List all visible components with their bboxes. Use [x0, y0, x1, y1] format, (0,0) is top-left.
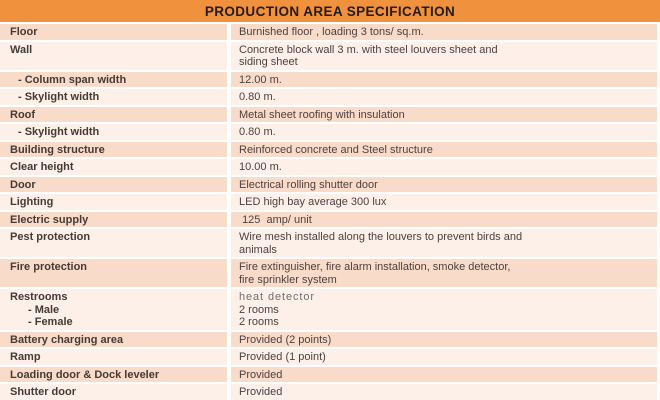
- table-row: Wall Concrete block wall 3 m. with steel…: [0, 41, 660, 70]
- spec-value: 125 amp/ unit: [231, 211, 657, 227]
- spec-label: - Skylight width: [0, 124, 227, 140]
- spec-table: Floor Burnished floor , loading 3 tons/ …: [0, 24, 660, 400]
- table-row: Roof Metal sheet roofing with insulation: [0, 106, 660, 122]
- spec-value: 12.00 m.: [231, 71, 657, 87]
- table-row: Battery charging area Provided (2 points…: [0, 331, 660, 347]
- text-line: siding sheet: [239, 56, 298, 68]
- spec-value: 0.80 m.: [231, 89, 657, 105]
- spec-value: Fire extinguisher, fire alarm installati…: [231, 259, 657, 287]
- table-row: Shutter door Provided: [0, 384, 660, 400]
- spec-value: 10.00 m.: [231, 159, 657, 175]
- spec-label: Battery charging area: [0, 331, 227, 347]
- spec-label: Ramp: [0, 349, 227, 365]
- table-row: - Skylight width 0.80 m.: [0, 124, 660, 140]
- table-row: Electric supply 125 amp/ unit: [0, 211, 660, 227]
- spec-label: Fire protection: [0, 259, 227, 287]
- text-line: 2 rooms: [239, 303, 279, 316]
- spec-label: Door: [0, 176, 227, 192]
- text-line: fire sprinkler system: [239, 273, 337, 286]
- table-row: Loading door & Dock leveler Provided: [0, 366, 660, 382]
- spec-label: Shutter door: [0, 384, 227, 400]
- text-line: - Male: [28, 303, 60, 316]
- text-line: Wire mesh installed along the louvers to…: [239, 231, 523, 243]
- spec-value: Burnished floor , loading 3 tons/ sq.m.: [231, 24, 657, 40]
- spec-label: - Skylight width: [0, 89, 227, 105]
- spec-label: Loading door & Dock leveler: [0, 366, 227, 382]
- text-line: Fire extinguisher, fire alarm installati…: [239, 261, 511, 273]
- table-row: Restrooms - Male - Female heat detector 2 r…: [0, 289, 660, 330]
- table-row: Pest protection Wire mesh installed alon…: [0, 229, 660, 257]
- spec-value: LED high bay average 300 lux: [231, 194, 657, 210]
- spec-value: 0.80 m.: [231, 124, 657, 140]
- spec-label: - Column span width: [0, 71, 227, 87]
- spec-label: Building structure: [0, 141, 227, 157]
- spec-value: Provided (1 point): [231, 349, 657, 365]
- spec-label: Clear height: [0, 159, 227, 175]
- text-line: 2 rooms: [239, 316, 279, 328]
- spec-value: Provided: [231, 384, 657, 400]
- spec-label: Electric supply: [0, 211, 227, 227]
- table-row: - Skylight width 0.80 m.: [0, 89, 660, 105]
- spec-value: Metal sheet roofing with insulation: [231, 106, 657, 122]
- spec-label: Pest protection: [0, 229, 227, 257]
- table-row: Building structure Reinforced concrete a…: [0, 141, 660, 157]
- spec-label: Wall: [0, 41, 227, 70]
- text-line: heat detector: [239, 291, 315, 303]
- text-line: animals: [239, 243, 277, 256]
- spec-label: Lighting: [0, 194, 227, 210]
- spec-value: Reinforced concrete and Steel structure: [231, 141, 657, 157]
- table-row: Fire protection Fire extinguisher, fire …: [0, 259, 660, 287]
- spec-value: heat detector 2 rooms 2 rooms: [231, 289, 657, 330]
- table-row: Ramp Provided (1 point): [0, 349, 660, 365]
- text-line: Concrete block wall 3 m. with steel louv…: [239, 43, 498, 56]
- spec-value: Provided: [231, 366, 657, 382]
- spec-label: Roof: [0, 106, 227, 122]
- table-row: Lighting LED high bay average 300 lux: [0, 194, 660, 210]
- text-line: - Female: [28, 316, 73, 328]
- table-row: Door Electrical rolling shutter door: [0, 176, 660, 192]
- spec-label: Restrooms - Male - Female: [0, 289, 227, 330]
- spec-value: Provided (2 points): [231, 331, 657, 347]
- spec-value: Concrete block wall 3 m. with steel louv…: [231, 41, 657, 70]
- table-row: Floor Burnished floor , loading 3 tons/ …: [0, 24, 660, 40]
- text-line: Restrooms: [10, 291, 68, 303]
- table-row: - Column span width 12.00 m.: [0, 71, 660, 87]
- table-row: Clear height 10.00 m.: [0, 159, 660, 175]
- spec-value: Wire mesh installed along the louvers to…: [231, 229, 657, 257]
- table-title: PRODUCTION AREA SPECIFICATION: [0, 0, 660, 22]
- spec-label: Floor: [0, 24, 227, 40]
- spec-value: Electrical rolling shutter door: [231, 176, 657, 192]
